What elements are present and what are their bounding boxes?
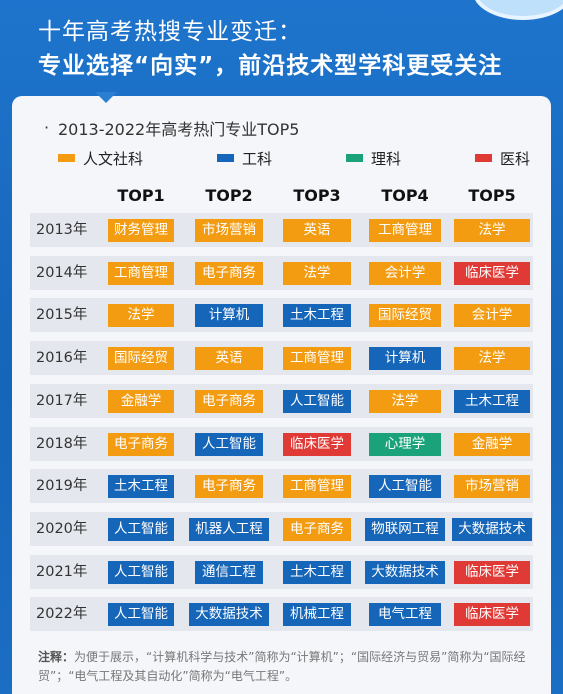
header-title-line1: 十年高考热搜专业变迁：	[38, 19, 302, 45]
column-header-top3: TOP3	[293, 186, 341, 205]
legend-item-humanities: 人文社科	[58, 145, 143, 171]
major-cell: 机器人工程	[189, 517, 269, 541]
legend-label: 理科	[370, 149, 401, 168]
legend-swatch	[345, 154, 363, 162]
legend-label: 医科	[499, 149, 530, 168]
row-year: 2013年	[36, 222, 88, 238]
major-cell: 计算机	[369, 346, 441, 370]
row-year: 2019年	[36, 478, 88, 494]
major-cell: 机械工程	[283, 602, 351, 626]
chart-title: 2013-2022年高考热门专业TOP5	[58, 120, 300, 139]
major-cell: 会计学	[454, 303, 530, 327]
header-banner: 十年高考热搜专业变迁： 专业选择“向实”，前沿技术型学科更受关注	[0, 0, 563, 92]
major-cell: 计算机	[195, 303, 263, 327]
subtitle-bullet: ·	[44, 118, 50, 137]
major-cell: 金融学	[454, 432, 530, 456]
column-header-top1: TOP1	[117, 186, 165, 205]
legend-item-science: 理科	[345, 145, 401, 171]
major-cell: 金融学	[108, 389, 174, 413]
major-cell: 国际经贸	[108, 346, 174, 370]
header-title-line2: 专业选择“向实”，前沿技术型学科更受关注	[38, 53, 503, 79]
major-cell: 临床医学	[454, 261, 530, 285]
row-year: 2014年	[36, 265, 88, 281]
major-cell: 电子商务	[195, 474, 263, 498]
major-cell: 市场营销	[454, 474, 530, 498]
major-cell: 通信工程	[195, 560, 263, 584]
major-cell: 心理学	[369, 432, 441, 456]
major-cell: 大数据技术	[452, 517, 532, 541]
major-cell: 工商管理	[369, 218, 441, 242]
major-cell: 人工智能	[108, 517, 174, 541]
major-cell: 财务管理	[108, 218, 174, 242]
major-cell: 土木工程	[283, 560, 351, 584]
major-cell: 法学	[454, 346, 530, 370]
major-cell: 人工智能	[108, 602, 174, 626]
legend-swatch	[58, 154, 75, 162]
major-cell: 物联网工程	[365, 517, 445, 541]
major-cell: 电子商务	[108, 432, 174, 456]
major-cell: 临床医学	[454, 560, 530, 584]
legend: 人文社科 工科 理科 医科	[58, 145, 530, 171]
major-cell: 法学	[108, 303, 174, 327]
legend-label: 工科	[241, 149, 272, 168]
major-cell: 人工智能	[283, 389, 351, 413]
major-cell: 工商管理	[283, 346, 351, 370]
major-cell: 人工智能	[369, 474, 441, 498]
major-cell: 电子商务	[283, 517, 351, 541]
column-header-top2: TOP2	[205, 186, 253, 205]
major-cell: 土木工程	[108, 474, 174, 498]
row-year: 2022年	[36, 606, 88, 622]
major-cell: 会计学	[369, 261, 441, 285]
major-cell: 英语	[283, 218, 351, 242]
legend-swatch	[474, 154, 492, 162]
row-year: 2017年	[36, 393, 88, 409]
major-cell: 电子商务	[195, 261, 263, 285]
major-cell: 土木工程	[454, 389, 530, 413]
column-header-top4: TOP4	[381, 186, 429, 205]
major-cell: 法学	[454, 218, 530, 242]
footnote: 注释：为便于展示，“计算机科学与技术”简称为“计算机”；“国际经济与贸易”简称为…	[38, 648, 538, 686]
major-cell: 临床医学	[454, 602, 530, 626]
footnote-label: 注释：	[38, 650, 75, 664]
legend-item-medicine: 医科	[474, 145, 530, 171]
major-cell: 电气工程	[369, 602, 441, 626]
legend-item-engineering: 工科	[216, 145, 272, 171]
major-cell: 大数据技术	[189, 602, 269, 626]
major-cell: 法学	[283, 261, 351, 285]
row-year: 2015年	[36, 307, 88, 323]
major-cell: 国际经贸	[369, 303, 441, 327]
row-year: 2021年	[36, 564, 88, 580]
footnote-text: 为便于展示，“计算机科学与技术”简称为“计算机”；“国际经济与贸易”简称为“国际…	[38, 650, 526, 683]
row-year: 2018年	[36, 436, 88, 452]
major-cell: 英语	[195, 346, 263, 370]
major-cell: 市场营销	[195, 218, 263, 242]
major-cell: 大数据技术	[365, 560, 445, 584]
callout-pointer	[95, 92, 117, 103]
legend-label: 人文社科	[83, 149, 144, 168]
row-year: 2016年	[36, 350, 88, 366]
major-cell: 电子商务	[195, 389, 263, 413]
major-cell: 土木工程	[283, 303, 351, 327]
major-cell: 临床医学	[283, 432, 351, 456]
major-cell: 工商管理	[108, 261, 174, 285]
column-header-top5: TOP5	[468, 186, 516, 205]
major-cell: 法学	[369, 389, 441, 413]
legend-swatch	[216, 154, 234, 162]
row-year: 2020年	[36, 521, 88, 537]
major-cell: 人工智能	[108, 560, 174, 584]
major-cell: 人工智能	[195, 432, 263, 456]
major-cell: 工商管理	[283, 474, 351, 498]
